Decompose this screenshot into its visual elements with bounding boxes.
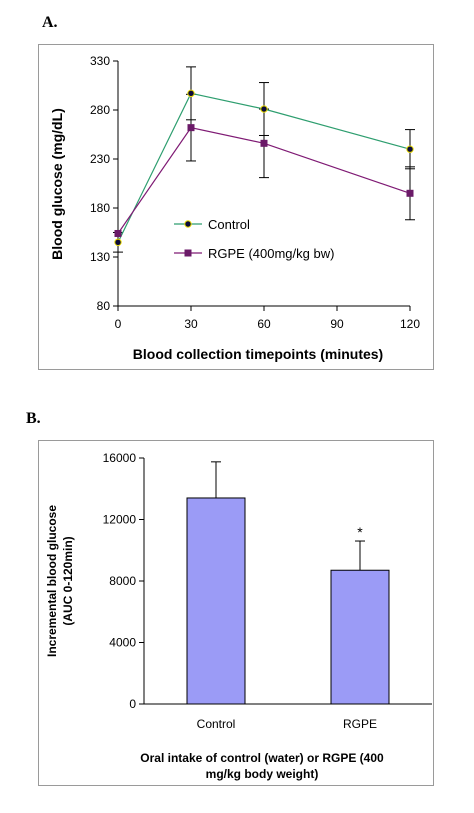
chart-b-bars (186, 497, 390, 705)
chart-a-markers (114, 89, 414, 247)
chart-a-point-control (406, 145, 414, 153)
chart-a-legend-marker-1 (184, 249, 192, 257)
chart-b-xlabel-line-2: mg/kg body weight) (206, 767, 319, 781)
chart-b-ylabel-line-1: Incremental blood glucose (45, 505, 59, 657)
chart-b-bar-rgpe (330, 569, 390, 705)
chart-a-xtick-label: 30 (184, 317, 198, 331)
chart-a-ytick-label: 230 (90, 152, 110, 166)
chart-a-point-rgpe (260, 139, 268, 147)
chart-a-frame (38, 44, 434, 370)
chart-b-axes: 0 4000 8000 12000 16000 Control RGPE (103, 451, 432, 731)
chart-b-bar-control (186, 497, 246, 705)
chart-a-ylabel: Blood glucose (mg/dL) (49, 108, 65, 260)
panel-a-label: A. (42, 14, 58, 31)
chart-a-point-rgpe (187, 124, 195, 132)
panel-b-label: B. (26, 410, 41, 427)
chart-a-xlabel: Blood collection timepoints (minutes) (133, 346, 383, 362)
chart-b-significance-marker: * (357, 524, 363, 540)
chart-a-series-lines (117, 92, 411, 243)
chart-a-ytick-label: 130 (90, 250, 110, 264)
chart-a-ytick-label: 80 (97, 299, 111, 313)
chart-a-ytick-label: 180 (90, 201, 110, 215)
chart-b-ytick-label: 16000 (103, 451, 137, 465)
chart-a-legend-marker-0 (184, 220, 192, 228)
chart-b-xlabel-line-1: Oral intake of control (water) or RGPE (… (140, 751, 384, 765)
chart-a-point-control (114, 238, 122, 247)
chart-b-ytick-label: 4000 (109, 636, 136, 650)
chart-a-point-rgpe (406, 189, 414, 197)
chart-a-legend: Control RGPE (400mg/kg bw) (174, 217, 334, 261)
chart-a-xtick-label: 60 (257, 317, 271, 331)
chart-a-ytick-label: 280 (90, 103, 110, 117)
chart-a-series-line-1 (117, 126, 411, 234)
chart-a-xtick-label: 120 (400, 317, 420, 331)
chart-a-legend-label-1: RGPE (400mg/kg bw) (208, 246, 334, 261)
chart-a-point-control (260, 105, 268, 113)
chart-a-axes: 80 130 180 230 280 330 0 30 60 90 120 (90, 54, 420, 331)
chart-b-ytick-label: 0 (129, 697, 136, 711)
chart-a-point-rgpe (114, 229, 122, 237)
chart-a-xtick-label: 90 (330, 317, 344, 331)
chart-b-ytick-label: 12000 (103, 513, 137, 527)
chart-a-series-line-0 (117, 92, 411, 243)
chart-b-xtick-label: RGPE (343, 717, 377, 731)
chart-b-ylabel-line-2: (AUC 0-120min) (61, 536, 75, 625)
chart-b-ytick-label: 8000 (109, 574, 136, 588)
chart-a-point-control (187, 89, 195, 98)
chart-b-error-bars: * (211, 461, 365, 571)
chart-a-legend-label-0: Control (208, 217, 250, 232)
chart-a-xtick-label: 0 (115, 317, 122, 331)
chart-b-xtick-label: Control (197, 717, 236, 731)
chart-a-ytick-label: 330 (90, 54, 110, 68)
